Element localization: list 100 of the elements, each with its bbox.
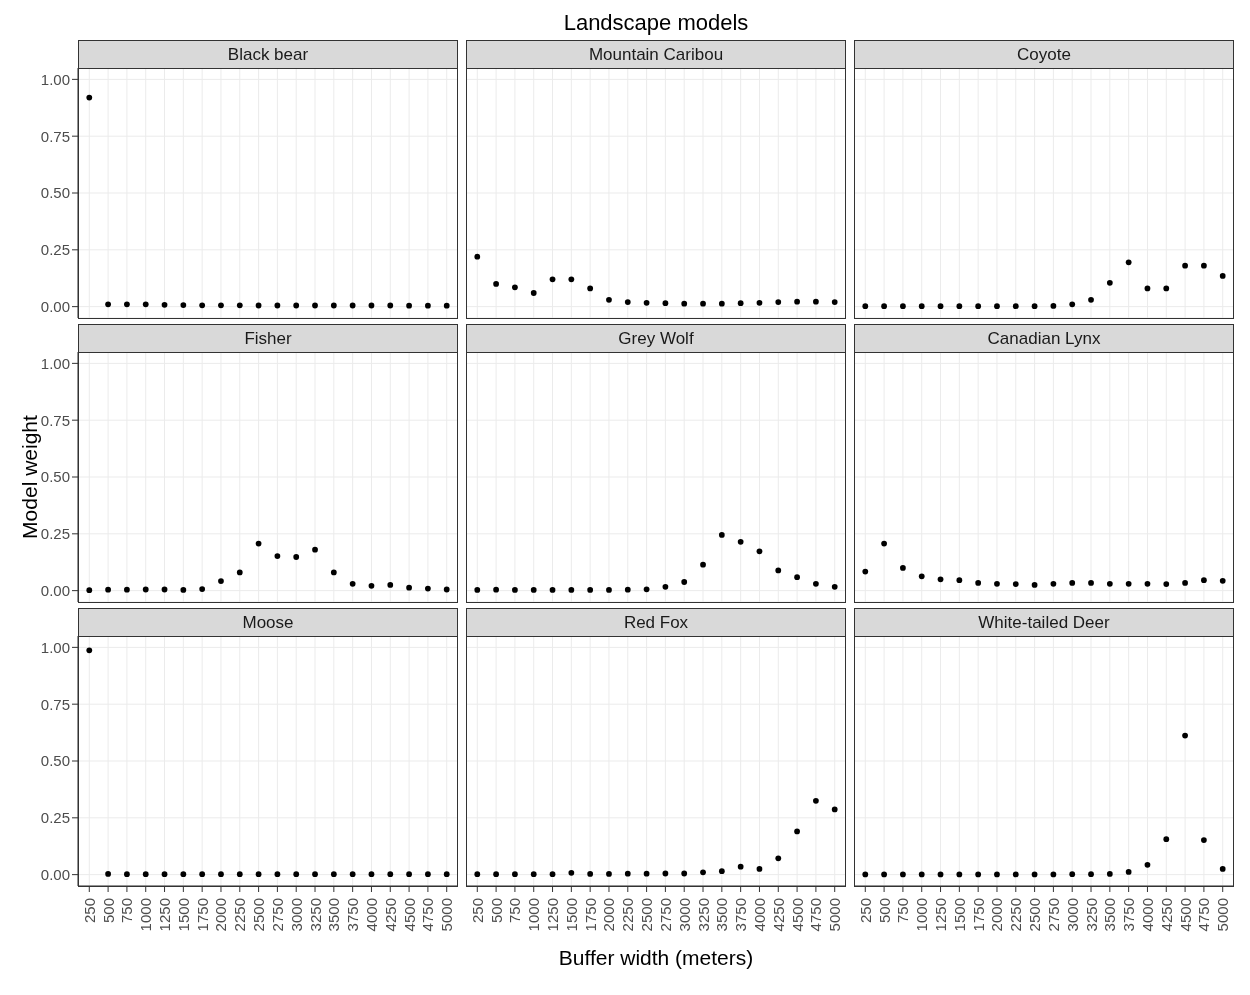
point: [474, 587, 481, 593]
point: [443, 302, 450, 309]
y-tick-label: 0.00: [40, 865, 70, 883]
point: [862, 303, 869, 310]
point: [587, 587, 594, 593]
point: [1125, 259, 1132, 266]
point: [425, 585, 431, 592]
x-tick-label: 1000: [525, 898, 543, 932]
point: [293, 871, 300, 878]
point: [1050, 580, 1057, 587]
point: [1163, 836, 1170, 843]
point: [1069, 871, 1076, 878]
x-tick-label: 750: [506, 898, 524, 924]
point: [862, 568, 869, 575]
point: [1144, 861, 1151, 868]
x-tick-label: 1750: [581, 898, 599, 932]
point: [587, 871, 594, 877]
x-tick-label: 2500: [1026, 898, 1044, 932]
x-tick-label: 5000: [438, 898, 456, 932]
chart-title: Fisher: [78, 324, 458, 353]
point: [161, 871, 168, 878]
point: [1106, 871, 1113, 877]
text: Landscape models: [562, 10, 750, 36]
point: [474, 253, 481, 260]
point: [1069, 580, 1076, 586]
point: [624, 870, 631, 877]
x-tick-label: 1500: [562, 898, 580, 932]
point: [549, 871, 556, 878]
point: [994, 580, 1000, 587]
point: [918, 573, 925, 580]
x-tick-label: 4000: [750, 898, 768, 932]
point: [1201, 262, 1207, 269]
point: [274, 553, 281, 559]
x-tick-label: 4250: [1157, 898, 1175, 932]
point: [86, 587, 93, 594]
point: [293, 302, 300, 309]
point: [86, 94, 93, 101]
point: [1219, 273, 1226, 279]
point: [606, 871, 612, 877]
y-tick-label: 0.75: [40, 411, 70, 429]
point: [813, 797, 819, 804]
point: [1050, 871, 1057, 878]
y-tick-label: 0.75: [40, 127, 70, 145]
x-tick-label: 4500: [400, 898, 418, 932]
point: [681, 579, 688, 585]
x-tick-label: 2250: [1007, 898, 1025, 932]
x-tick-label: 1750: [969, 898, 987, 932]
point: [330, 871, 337, 878]
point: [624, 299, 631, 305]
point: [255, 871, 262, 878]
point: [236, 302, 243, 309]
point: [86, 647, 93, 654]
point: [218, 302, 224, 309]
point: [662, 870, 669, 877]
chart-title: Grey Wolf: [466, 324, 846, 353]
y-tick-label: 0.75: [40, 695, 70, 713]
point: [1050, 303, 1057, 309]
point: [142, 871, 149, 878]
x-tick-label: 3500: [713, 898, 731, 932]
point: [975, 303, 982, 310]
x-tick-label: 3500: [325, 898, 343, 932]
point: [1031, 303, 1038, 310]
point: [794, 828, 800, 835]
point: [994, 303, 1000, 310]
point: [794, 574, 800, 581]
x-tick-label: 1250: [156, 898, 174, 932]
point: [718, 532, 725, 538]
x-tick-label: 5000: [1214, 898, 1232, 932]
point: [587, 285, 594, 292]
point: [881, 540, 887, 547]
point: [1012, 871, 1019, 878]
x-tick-label: 500: [99, 898, 117, 924]
point: [387, 302, 394, 309]
point: [406, 302, 412, 309]
point: [737, 863, 744, 870]
point: [737, 538, 744, 545]
point: [368, 871, 375, 878]
x-tick-label: 3250: [694, 898, 712, 932]
x-tick-label: 4000: [362, 898, 380, 932]
point: [737, 300, 744, 307]
chart-title: White-tailed Deer: [854, 608, 1234, 637]
point: [831, 583, 838, 590]
point: [425, 871, 431, 878]
point: [161, 586, 168, 593]
point: [274, 871, 281, 878]
point: [900, 303, 906, 310]
x-tick-label: 1000: [913, 898, 931, 932]
x-tick-label: 4500: [1176, 898, 1194, 932]
point: [493, 871, 499, 878]
point: [1182, 732, 1188, 739]
point: [775, 567, 782, 574]
point: [1182, 262, 1188, 269]
point: [900, 565, 906, 571]
point: [493, 281, 499, 287]
point: [368, 582, 375, 589]
x-tick-label: 2000: [988, 898, 1006, 932]
y-tick-label: 0.00: [40, 297, 70, 315]
point: [330, 302, 337, 309]
point: [881, 871, 887, 878]
point: [349, 871, 356, 878]
